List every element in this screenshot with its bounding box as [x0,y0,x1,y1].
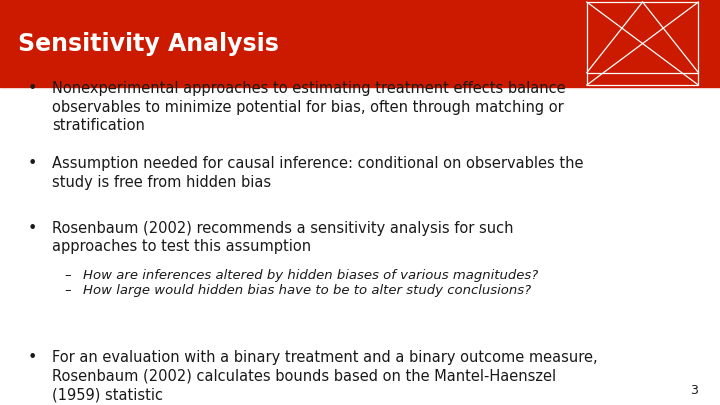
Text: •: • [27,81,37,96]
Text: •: • [27,350,37,365]
Text: •: • [27,156,37,171]
Bar [0,0,720,87]
Text: •: • [27,221,37,236]
Text: Sensitivity Analysis: Sensitivity Analysis [18,32,279,55]
Bar [587,2,698,85]
Text: Assumption needed for causal inference: conditional on observables the
study is : Assumption needed for causal inference: … [52,156,583,190]
Text: 3: 3 [690,384,698,397]
Text: Rosenbaum (2002) recommends a sensitivity analysis for such
approaches to test t: Rosenbaum (2002) recommends a sensitivit… [52,221,513,254]
Text: –: – [65,284,71,297]
Text: Nonexperimental approaches to estimating treatment effects balance
observables t: Nonexperimental approaches to estimating… [52,81,565,133]
Text: How large would hidden bias have to be to alter study conclusions?: How large would hidden bias have to be t… [83,284,531,297]
Text: For an evaluation with a binary treatment and a binary outcome measure,
Rosenbau: For an evaluation with a binary treatmen… [52,350,598,403]
Text: –: – [65,269,71,282]
Text: How are inferences altered by hidden biases of various magnitudes?: How are inferences altered by hidden bia… [83,269,538,282]
